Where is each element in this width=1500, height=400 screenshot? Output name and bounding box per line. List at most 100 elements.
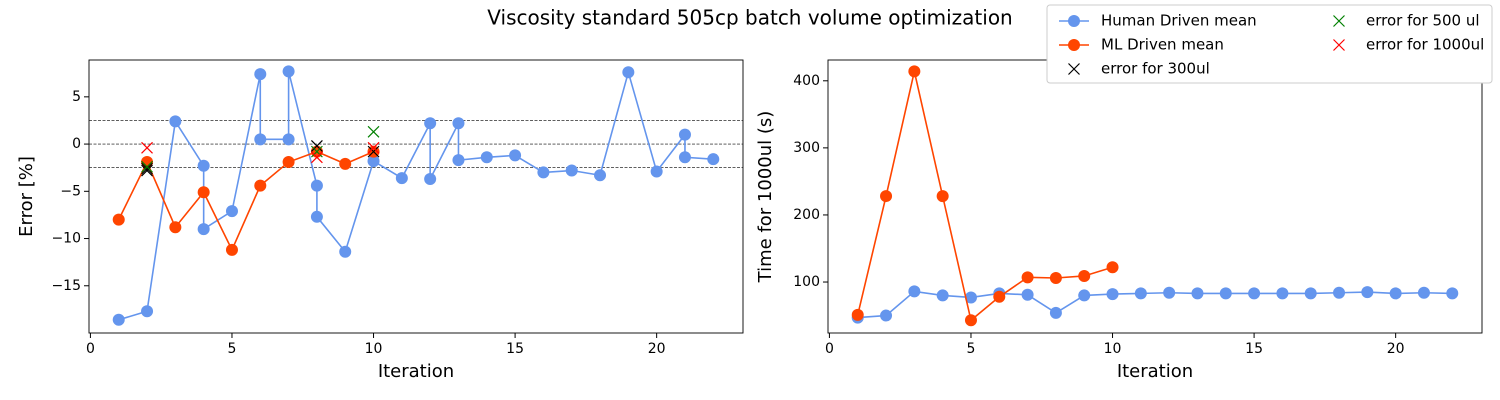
y-tick-label: 5 xyxy=(72,89,81,105)
point xyxy=(1078,289,1091,302)
point xyxy=(1304,287,1317,300)
point xyxy=(650,165,663,178)
point xyxy=(1163,286,1176,299)
point xyxy=(197,186,210,199)
x-tick-label: 5 xyxy=(967,341,976,357)
x-marker xyxy=(141,141,153,154)
point xyxy=(1049,306,1062,319)
point xyxy=(225,243,238,256)
point xyxy=(339,245,352,258)
point xyxy=(367,155,380,168)
plot-frame xyxy=(827,59,1483,334)
point xyxy=(936,190,949,203)
legend-label: error for 1000ul xyxy=(1366,36,1484,54)
x-tick-label: 15 xyxy=(1245,341,1263,357)
point xyxy=(908,285,921,298)
legend-marker xyxy=(1068,39,1080,51)
x-marker xyxy=(141,160,153,173)
point xyxy=(112,313,125,326)
series-line xyxy=(857,290,1453,319)
point xyxy=(254,133,267,146)
point xyxy=(1021,271,1034,284)
legend-marker xyxy=(1068,15,1080,27)
point xyxy=(310,210,323,223)
legend-label: ML Driven mean xyxy=(1101,36,1224,54)
y-tick-label: 300 xyxy=(793,140,820,156)
point xyxy=(197,223,210,236)
point xyxy=(509,149,522,162)
y-tick-label: 100 xyxy=(793,274,820,290)
x-tick-label: 0 xyxy=(825,341,834,357)
y-tick-label: 200 xyxy=(793,207,820,223)
point xyxy=(112,213,125,226)
point xyxy=(678,128,691,141)
y-tick-label: −15 xyxy=(51,278,81,294)
legend-marker xyxy=(1068,63,1080,75)
x-tick-label: 20 xyxy=(648,341,666,357)
point xyxy=(880,190,893,203)
point xyxy=(622,66,635,79)
point xyxy=(1446,287,1459,300)
point xyxy=(452,117,465,130)
point xyxy=(197,159,210,172)
point xyxy=(565,164,578,177)
point xyxy=(282,133,295,146)
point xyxy=(1248,287,1261,300)
point xyxy=(1276,287,1289,300)
point xyxy=(169,221,182,234)
point xyxy=(707,153,720,166)
point xyxy=(1389,287,1402,300)
x-tick-label: 15 xyxy=(506,341,524,357)
x-marker xyxy=(310,151,323,164)
point xyxy=(993,290,1006,303)
point xyxy=(424,173,437,186)
x-marker xyxy=(367,125,380,138)
y-axis-label: Time for 1000ul (s) xyxy=(755,111,776,284)
series-line xyxy=(856,71,1113,322)
y-tick-label: −10 xyxy=(51,231,81,247)
point xyxy=(537,166,550,179)
series-line xyxy=(118,150,374,252)
legend-marker xyxy=(1333,15,1345,27)
point xyxy=(964,314,977,327)
point xyxy=(936,289,949,302)
point xyxy=(1106,288,1119,301)
point xyxy=(1417,286,1430,299)
point xyxy=(424,117,437,130)
point xyxy=(1078,269,1091,282)
point xyxy=(254,179,267,192)
x-marker xyxy=(310,140,323,152)
y-axis-label: Error [%] xyxy=(16,156,37,237)
x-axis-label: Iteration xyxy=(378,361,454,382)
y-tick-label: −5 xyxy=(60,183,81,199)
point xyxy=(310,179,323,192)
point xyxy=(1049,271,1062,284)
point xyxy=(1333,286,1346,299)
point xyxy=(851,308,864,321)
point xyxy=(225,205,238,218)
point xyxy=(282,65,295,78)
point xyxy=(880,309,893,322)
point xyxy=(282,156,295,169)
point xyxy=(1134,287,1147,300)
point xyxy=(678,151,691,164)
x-marker xyxy=(367,145,380,158)
x-axis-label: Iteration xyxy=(1117,361,1193,382)
point xyxy=(254,68,267,81)
x-marker xyxy=(367,141,380,154)
legend-marker xyxy=(1333,39,1345,51)
point xyxy=(395,172,408,185)
point xyxy=(594,169,607,182)
plot-frame xyxy=(88,59,744,334)
x-tick-label: 0 xyxy=(86,341,95,357)
point xyxy=(339,157,352,170)
y-tick-label: 400 xyxy=(793,73,820,89)
x-marker xyxy=(310,145,323,158)
point xyxy=(1191,287,1204,300)
figure-title: Viscosity standard 505cp batch volume op… xyxy=(487,6,1012,30)
x-marker xyxy=(141,164,153,177)
legend-label: error for 500 ul xyxy=(1366,12,1480,30)
x-tick-label: 5 xyxy=(228,341,237,357)
y-tick-label: 0 xyxy=(72,136,81,152)
